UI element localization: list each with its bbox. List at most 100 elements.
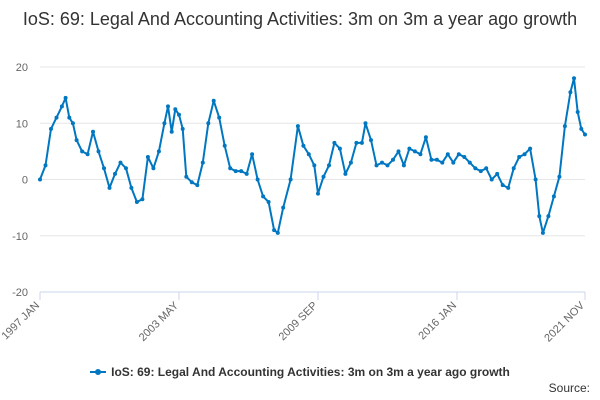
data-point xyxy=(177,112,181,117)
data-point xyxy=(517,155,522,159)
data-point xyxy=(312,163,317,168)
data-point xyxy=(295,124,300,129)
data-point xyxy=(272,228,277,233)
data-point xyxy=(211,98,216,103)
x-tick-label: 2021 NOV xyxy=(542,299,587,344)
data-point xyxy=(412,149,417,154)
data-point xyxy=(579,126,584,131)
x-axis-ticks: 1997 JAN 2003 MAY 2009 SEP 2016 JAN 2021 NOV xyxy=(0,292,588,344)
data-point xyxy=(583,132,587,137)
x-tick-label: 1997 JAN xyxy=(0,300,42,343)
data-point xyxy=(43,163,48,168)
data-point xyxy=(107,185,112,190)
data-point xyxy=(118,160,123,165)
data-point xyxy=(85,152,90,157)
legend-series-marker-icon xyxy=(90,368,107,375)
data-point xyxy=(506,185,511,190)
data-point xyxy=(396,149,401,154)
data-point xyxy=(74,138,79,143)
series-line-path xyxy=(39,77,586,234)
data-point xyxy=(288,177,293,182)
data-point xyxy=(575,110,580,114)
data-point xyxy=(537,214,542,219)
data-point xyxy=(113,171,117,176)
data-point xyxy=(189,180,194,185)
data-point xyxy=(363,121,368,126)
data-point xyxy=(478,169,483,174)
data-point xyxy=(385,163,390,168)
data-point xyxy=(429,157,434,162)
data-point xyxy=(500,183,505,188)
data-point xyxy=(489,177,494,182)
y-tick-label: -20 xyxy=(12,287,28,299)
source-label: Source: xyxy=(548,381,590,395)
data-point xyxy=(195,183,200,188)
data-point xyxy=(217,115,222,120)
data-point xyxy=(63,95,68,100)
data-point xyxy=(407,146,412,151)
data-point xyxy=(568,90,573,95)
data-point xyxy=(522,152,527,157)
data-point xyxy=(244,171,249,176)
data-point xyxy=(467,160,472,165)
data-point xyxy=(145,155,150,159)
data-point xyxy=(473,166,478,171)
data-point xyxy=(124,166,128,171)
data-point xyxy=(369,138,373,143)
data-point xyxy=(38,177,42,182)
data-point xyxy=(91,129,95,134)
data-point xyxy=(528,146,533,151)
data-point xyxy=(391,157,395,162)
data-point xyxy=(261,194,266,199)
data-point xyxy=(80,149,85,154)
data-point xyxy=(557,174,562,179)
data-point xyxy=(180,126,185,131)
y-tick-label: -10 xyxy=(12,231,28,243)
data-point xyxy=(401,163,406,168)
data-point xyxy=(70,121,75,126)
data-point xyxy=(495,171,500,176)
data-point xyxy=(49,126,53,131)
data-point xyxy=(228,166,233,171)
data-point xyxy=(354,140,359,145)
data-point xyxy=(239,169,244,174)
data-point xyxy=(184,174,189,179)
data-point xyxy=(306,152,311,157)
data-point xyxy=(281,205,286,210)
data-point xyxy=(134,200,139,204)
data-point xyxy=(511,166,516,171)
data-point xyxy=(156,149,161,154)
data-point xyxy=(374,163,379,168)
data-point xyxy=(96,149,101,154)
data-point xyxy=(343,171,348,176)
data-point xyxy=(540,230,545,235)
data-point xyxy=(434,157,439,162)
y-tick-label: 20 xyxy=(16,62,28,74)
data-point xyxy=(169,129,174,134)
data-point xyxy=(250,152,255,157)
data-point xyxy=(233,169,238,174)
data-point xyxy=(54,115,59,120)
data-point xyxy=(562,124,567,129)
data-point xyxy=(316,191,320,196)
data-point xyxy=(533,177,538,182)
data-point xyxy=(423,135,428,140)
legend[interactable]: IoS: 69: Legal And Accounting Activities… xyxy=(0,365,600,379)
data-point xyxy=(166,104,170,109)
data-point xyxy=(456,152,461,157)
data-point xyxy=(255,177,260,182)
data-point xyxy=(327,163,331,168)
data-point xyxy=(59,104,64,109)
data-point xyxy=(275,230,280,235)
data-point xyxy=(546,214,551,219)
data-point xyxy=(551,194,556,199)
data-point xyxy=(102,166,106,171)
data-point xyxy=(445,152,450,157)
y-tick-label: 10 xyxy=(16,118,28,130)
data-point xyxy=(440,160,445,165)
y-axis-ticks: 20 10 0 -10 -20 xyxy=(12,62,28,299)
data-point xyxy=(321,174,326,179)
data-point xyxy=(206,121,211,126)
x-tick-label: 2016 JAN xyxy=(416,300,459,343)
